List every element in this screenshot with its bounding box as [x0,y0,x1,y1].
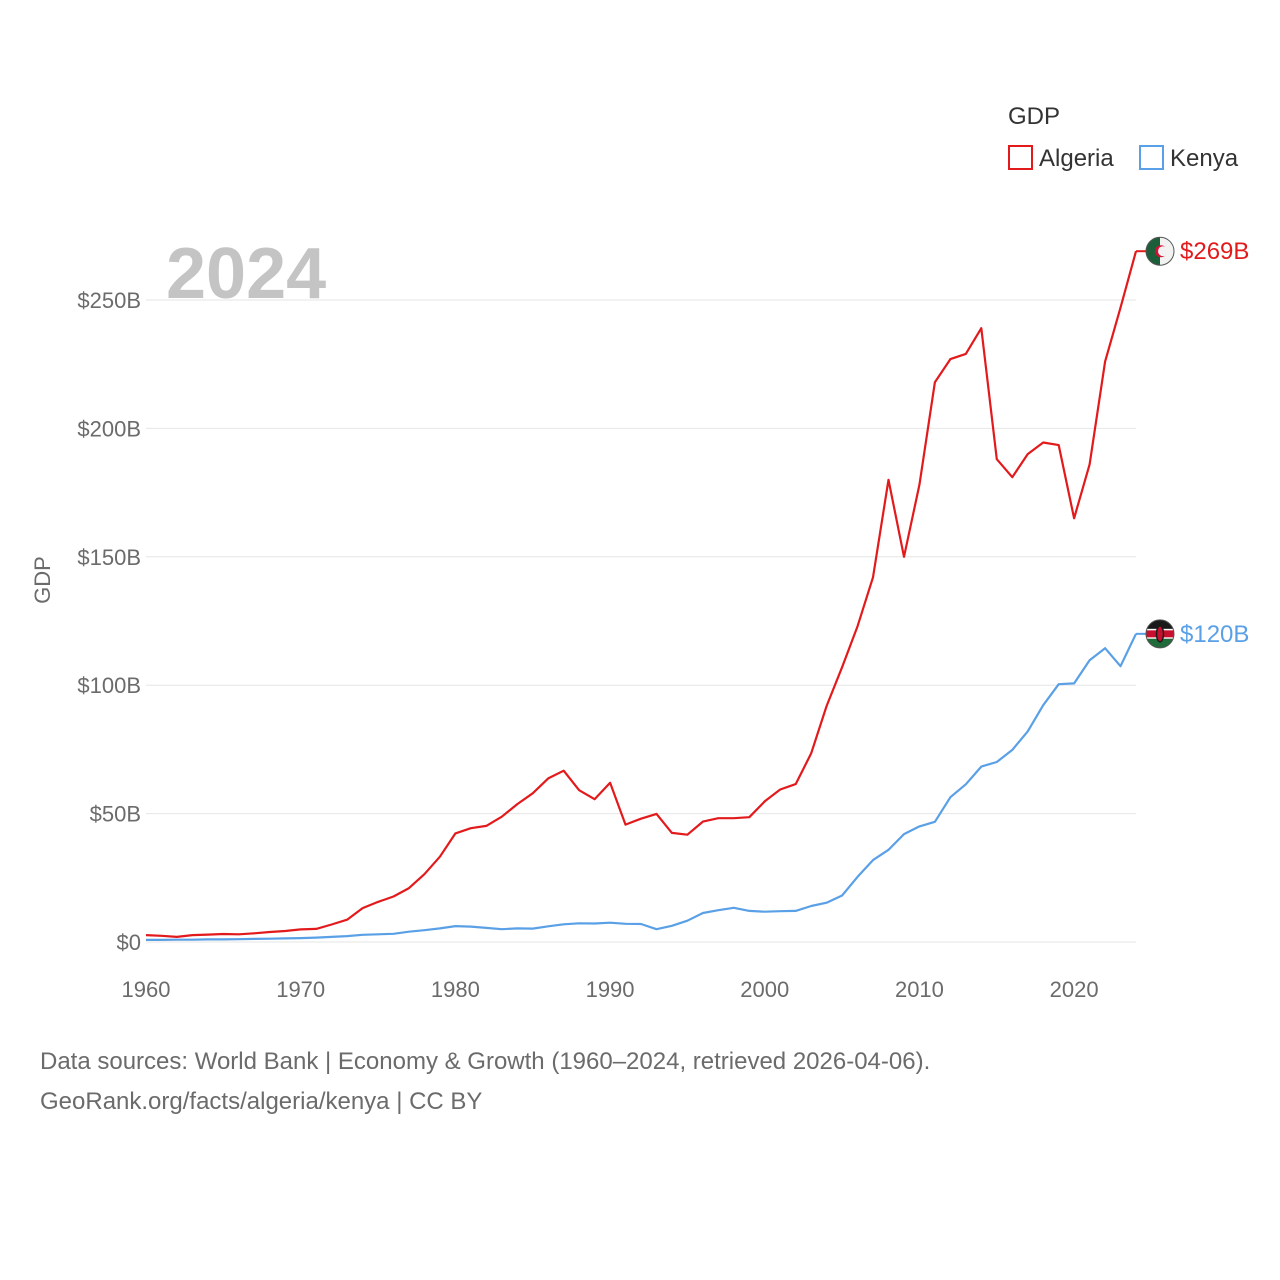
y-axis-label: GDP [30,556,55,604]
legend-label-algeria: Algeria [1039,145,1114,172]
y-tick-label: $200B [77,416,141,441]
x-tick-label: 1960 [122,977,171,1002]
legend-item-kenya[interactable]: Kenya [1139,145,1239,172]
x-tick-label: 1980 [431,977,480,1002]
footer: Data sources: World Bank | Economy & Gro… [40,1042,930,1122]
series-line-kenya[interactable] [146,633,1137,942]
y-tick-label: $100B [77,673,141,698]
y-axis-ticks: $0 $50B $100B $150B $200B $250B [77,288,141,955]
legend[interactable]: GDP Algeria Kenya [1008,103,1239,172]
x-tick-label: 1970 [276,977,325,1002]
year-watermark: 2024 [166,234,326,314]
end-value-label-kenya: $120B [1180,621,1249,648]
x-tick-label: 2000 [740,977,789,1002]
series-lines [145,250,1138,942]
series-line-algeria[interactable] [145,250,1138,939]
y-tick-label: $50B [90,802,141,827]
gridlines [146,299,1136,943]
legend-label-kenya: Kenya [1170,145,1239,172]
kenya-flag-icon [1145,619,1175,649]
legend-item-algeria[interactable]: Algeria [1008,145,1114,172]
legend-title: GDP [1008,103,1060,130]
series-end-labels: $269B $120B [1136,236,1249,649]
y-tick-label: $150B [77,545,141,570]
x-tick-label: 1990 [586,977,635,1002]
algeria-flag-icon [1145,236,1175,266]
x-tick-label: 2010 [895,977,944,1002]
y-tick-label: $250B [77,288,141,313]
attribution-link[interactable]: GeoRank.org/facts/algeria/kenya | CC BY [40,1088,483,1115]
data-sources-note: Data sources: World Bank | Economy & Gro… [40,1048,931,1075]
x-axis-ticks: 1960 1970 1980 1990 2000 2010 2020 [122,977,1099,1002]
gdp-line-chart: $0$50B$100B$150B$200B$250B 1960 1970 1980 1… [30,103,1249,1002]
y-tick-label: $0 [117,930,141,955]
x-tick-label: 2020 [1050,977,1099,1002]
legend-swatch-algeria [1008,145,1033,170]
legend-swatch-kenya [1139,145,1164,170]
end-value-label-algeria: $269B [1180,238,1249,265]
